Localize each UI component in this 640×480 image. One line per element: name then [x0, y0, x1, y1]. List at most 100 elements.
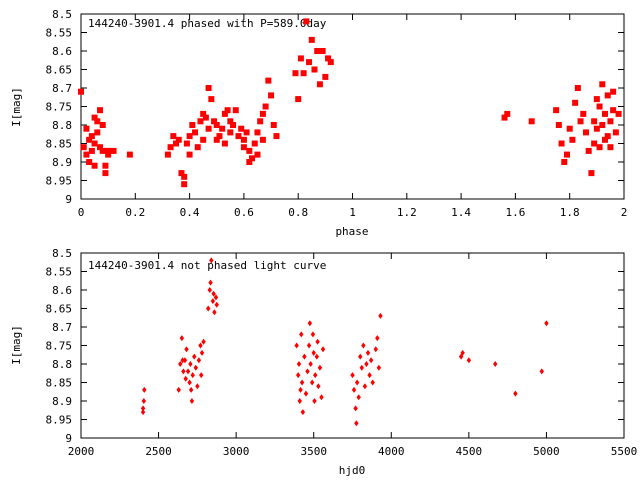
data-point: [596, 103, 603, 110]
data-point: [194, 144, 201, 151]
data-point: [607, 118, 614, 125]
data-point: [86, 159, 93, 165]
data-point: [198, 342, 203, 349]
data-point: [78, 88, 84, 95]
data-point: [193, 364, 199, 371]
data-point: [300, 409, 306, 416]
data-point: [493, 361, 498, 367]
data-point: [199, 349, 205, 356]
data-point: [265, 77, 272, 84]
data-point: [361, 342, 366, 349]
data-point: [190, 372, 195, 379]
y-tick-label: 8.8: [52, 119, 72, 132]
data-point: [300, 70, 307, 77]
data-point: [297, 55, 304, 62]
data-point: [200, 110, 207, 117]
data-point: [207, 287, 212, 293]
data-point: [205, 125, 212, 132]
data-point: [553, 107, 560, 114]
data-point: [539, 368, 544, 375]
data-point: [188, 386, 194, 393]
data-point: [555, 122, 562, 128]
data-point: [105, 147, 112, 154]
data-point: [208, 96, 215, 103]
data-point: [173, 140, 180, 147]
y-tick-label: 8.95: [46, 175, 73, 188]
data-point: [295, 96, 302, 103]
data-point: [224, 107, 231, 114]
y-tick-label: 9: [65, 193, 72, 206]
data-point: [192, 353, 197, 360]
data-point: [364, 361, 369, 367]
data-point: [227, 118, 234, 125]
data-point: [88, 133, 95, 140]
data-point: [178, 361, 183, 367]
data-point: [376, 364, 382, 371]
data-point: [310, 331, 316, 338]
data-points: [140, 257, 549, 427]
data-point: [308, 36, 315, 43]
data-point: [327, 59, 334, 66]
data-point: [230, 122, 237, 128]
data-point: [97, 144, 104, 151]
data-point: [259, 136, 266, 143]
y-axis-label: I[mag]: [10, 87, 23, 127]
data-point: [178, 170, 185, 177]
data-point: [563, 151, 570, 158]
data-point: [199, 372, 204, 379]
data-point: [182, 357, 188, 364]
data-point: [270, 122, 277, 128]
data-point: [501, 114, 508, 121]
data-point: [183, 140, 190, 147]
plot-frame: [80, 13, 625, 200]
x-tick-label: 0.2: [125, 206, 145, 219]
data-point: [211, 118, 218, 125]
data-point: [259, 110, 266, 117]
data-point: [213, 294, 219, 301]
y-axis-label: I[mag]: [10, 325, 23, 365]
data-point: [209, 257, 214, 264]
data-point: [181, 181, 188, 188]
data-point: [91, 114, 98, 121]
data-point: [610, 88, 617, 95]
data-point: [235, 133, 242, 140]
data-point: [561, 159, 568, 165]
data-point: [268, 92, 275, 99]
data-point: [188, 361, 193, 367]
data-point: [362, 383, 368, 390]
data-point: [460, 349, 465, 356]
x-tick-label: 3000: [223, 445, 250, 458]
data-point: [601, 110, 608, 117]
data-point: [353, 405, 358, 412]
data-point: [466, 357, 472, 364]
x-tick-label: 2000: [68, 445, 95, 458]
data-points: [78, 18, 622, 188]
y-tick-label: 8.95: [46, 414, 73, 427]
data-point: [240, 144, 247, 151]
data-point: [214, 301, 219, 308]
data-point: [170, 133, 177, 140]
data-point: [513, 390, 518, 397]
data-point: [212, 309, 217, 316]
data-point: [80, 144, 87, 151]
data-point: [142, 386, 147, 393]
data-point: [262, 103, 269, 110]
y-tick-label: 8.75: [46, 340, 73, 353]
x-tick-label: 5000: [533, 445, 560, 458]
data-point: [249, 155, 256, 162]
data-point: [319, 48, 326, 54]
y-tick-label: 8.5: [52, 8, 72, 21]
x-tick-label: 0: [78, 206, 85, 219]
x-tick-label: 0.8: [288, 206, 308, 219]
data-point: [140, 409, 146, 416]
data-point: [305, 368, 310, 375]
x-tick-label: 2500: [145, 445, 172, 458]
data-point: [243, 129, 250, 136]
data-point: [219, 125, 226, 132]
y-tick-label: 8.9: [52, 156, 72, 169]
data-point: [210, 298, 216, 305]
data-point: [378, 312, 383, 319]
data-point: [311, 349, 316, 356]
data-point: [322, 73, 329, 80]
data-point: [251, 140, 258, 147]
